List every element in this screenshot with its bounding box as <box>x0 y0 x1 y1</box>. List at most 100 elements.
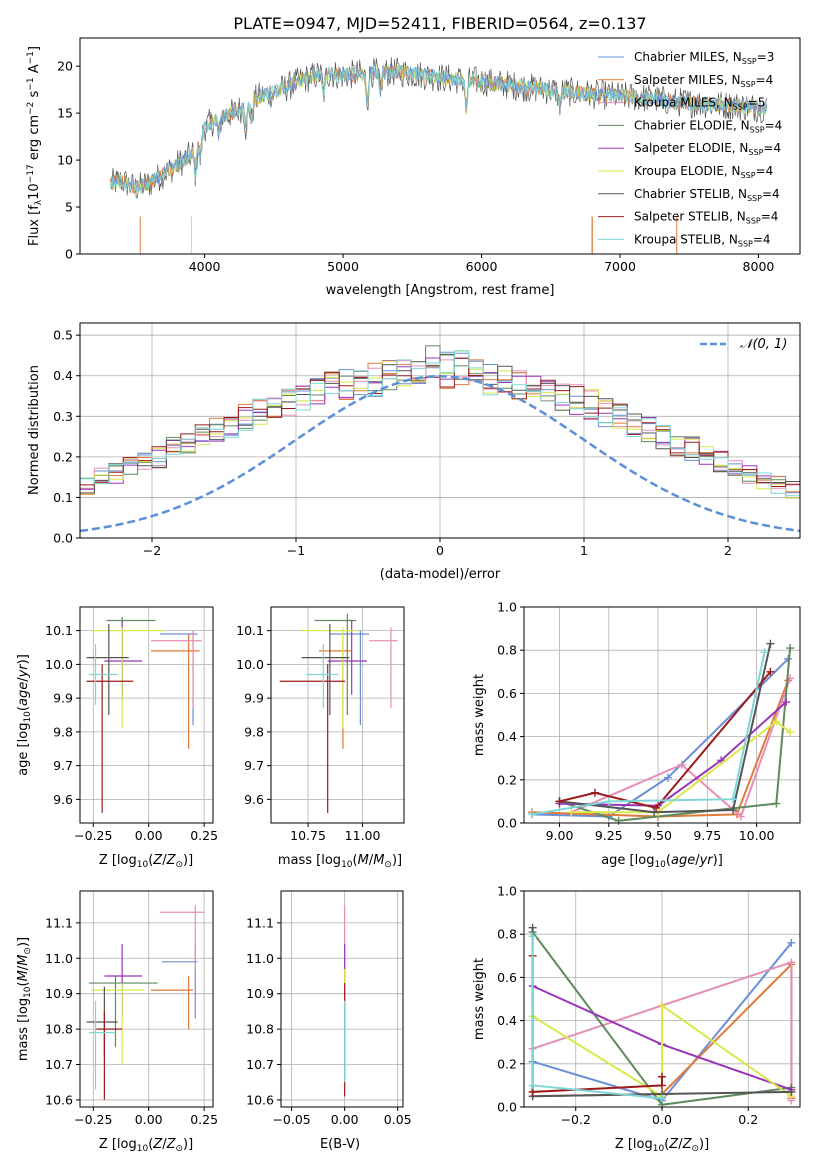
residuals-legend: 𝒩(0, 1) <box>700 337 787 352</box>
x-tick-label: −0.25 <box>74 828 112 843</box>
x-tick-label: 4000 <box>189 259 221 274</box>
mass-vs-ebv-frame <box>280 890 404 1108</box>
x-tick-label: 0.25 <box>190 828 218 843</box>
weight-vs-z-panel: −0.2 0.0 0.2 0.0 0.2 0.4 0.6 0.8 1.0 Z [log10(Z/… <box>472 884 801 1154</box>
y-tick-label: 10.6 <box>246 1092 274 1107</box>
x-tick-label: −2 <box>143 543 161 558</box>
y-tick-label: 15 <box>57 106 73 121</box>
x-tick-label: 0.00 <box>135 828 163 843</box>
weight-line <box>570 677 792 819</box>
weight-marker <box>555 797 564 806</box>
legend-label: Salpeter MILES, NSSP=4 <box>634 73 773 89</box>
residuals-ylabel: Normed distribution <box>27 365 42 495</box>
x-tick-label: 9.25 <box>595 828 623 843</box>
weight-marker <box>590 788 599 797</box>
y-tick-label: 0.5 <box>53 328 73 343</box>
age-vs-z-xlabel: Z [log10(Z/Z⊙)] <box>99 853 193 870</box>
weight-marker <box>528 932 537 941</box>
weight-marker <box>650 808 659 817</box>
y-tick-label: 0.4 <box>497 729 517 744</box>
y-tick-label: 10.9 <box>45 986 73 1001</box>
y-tick-label: 10 <box>57 153 73 168</box>
x-tick-label: 6000 <box>466 259 498 274</box>
x-tick-label: 1 <box>580 543 588 558</box>
residual-histogram <box>79 350 801 499</box>
age-vs-z-frame <box>79 606 214 824</box>
legend-label: Chabrier MILES, NSSP=3 <box>634 50 774 66</box>
x-tick-label: 9.50 <box>644 828 672 843</box>
y-tick-label: 9.8 <box>53 724 73 739</box>
x-tick-label: −1 <box>287 543 305 558</box>
spectrum-line <box>110 63 768 193</box>
weight-vs-age-panel: 9.00 9.25 9.50 9.75 10.000.00.20.40.60.81.0 … <box>472 600 801 870</box>
weight-line <box>559 643 772 814</box>
weight-line <box>571 720 791 814</box>
residuals-panel: −2 −1 0 1 2 0.0 0.1 0.2 0.3 0.4 0.5 (data-model)/e… <box>27 322 801 582</box>
weight-marker <box>772 799 781 808</box>
age-vs-mass-xlabel: mass [log10(M/M⊙)] <box>278 853 402 870</box>
y-tick-label: 10.1 <box>236 623 264 638</box>
y-tick-label: 0.4 <box>53 368 73 383</box>
y-tick-label: 0.6 <box>497 970 517 985</box>
x-tick-label: 11.00 <box>345 828 381 843</box>
legend-label: Salpeter STELIB, NSSP=4 <box>634 210 778 226</box>
legend-label: Kroupa MILES, NSSP=5 <box>634 96 765 112</box>
y-tick-label: 20 <box>57 59 73 74</box>
weight-marker <box>782 698 791 707</box>
y-tick-label: 9.7 <box>53 758 73 773</box>
weight-vs-age-ylabel: mass weight <box>472 674 487 756</box>
weight-line <box>532 960 793 1101</box>
mass-vs-z-xlabel: Z [log10(Z/Z⊙)] <box>99 1137 193 1154</box>
weight-line <box>531 955 663 1093</box>
x-tick-label: 8000 <box>743 259 775 274</box>
weight-marker <box>528 1081 537 1090</box>
weight-line <box>531 680 790 818</box>
weight-vs-z-ylabel: mass weight <box>472 958 487 1040</box>
y-tick-label: 0.8 <box>497 927 517 942</box>
y-tick-label: 0.3 <box>53 409 73 424</box>
weight-marker <box>527 810 536 819</box>
weight-line <box>532 1003 792 1098</box>
y-tick-label: 11.0 <box>246 951 274 966</box>
weight-marker <box>787 938 796 947</box>
y-tick-label: 10.0 <box>236 657 264 672</box>
y-tick-label: 10.1 <box>45 623 73 638</box>
y-tick-label: 9.9 <box>53 691 73 706</box>
weight-marker <box>614 816 623 825</box>
spectrum-legend: Chabrier MILES, NSSP=3 Salpeter MILES, NS… <box>598 50 782 248</box>
y-tick-label: 0.6 <box>497 686 517 701</box>
weight-vs-age-xlabel: age [log10(age/yr)] <box>601 853 723 870</box>
weight-marker <box>652 803 661 812</box>
legend-label: Chabrier ELODIE, NSSP=4 <box>634 118 782 134</box>
age-vs-z-panel: −0.25 0.00 0.25 9.6 9.7 9.8 9.9 10.0 10.1 Z [log… <box>16 606 218 870</box>
weight-line <box>531 652 766 816</box>
x-tick-label: 9.00 <box>546 828 574 843</box>
weight-marker <box>760 648 769 657</box>
x-tick-label: 9.75 <box>693 828 721 843</box>
y-tick-label: 10.7 <box>246 1057 274 1072</box>
y-tick-label: 9.9 <box>244 691 264 706</box>
normal-curve <box>79 374 801 533</box>
legend-label: Chabrier STELIB, NSSP=4 <box>634 187 780 203</box>
y-tick-label: 10.6 <box>45 1092 73 1107</box>
y-tick-label: 0.1 <box>53 490 73 505</box>
weight-marker <box>658 1001 666 1010</box>
y-tick-label: 11.1 <box>246 915 274 930</box>
x-tick-label: 0.00 <box>331 1112 359 1127</box>
y-tick-label: 0.4 <box>497 1013 517 1028</box>
weight-vs-age-frame <box>523 606 801 824</box>
weight-marker <box>528 923 537 932</box>
mass-vs-z-ylabel: mass [log10(M/M⊙)] <box>16 937 33 1061</box>
y-tick-label: 10.9 <box>246 986 274 1001</box>
y-tick-label: 10.7 <box>45 1057 73 1072</box>
legend-label: Kroupa STELIB, NSSP=4 <box>634 232 771 248</box>
weight-vs-z-xlabel: Z [log10(Z/Z⊙)] <box>615 1137 709 1154</box>
weight-line <box>559 701 787 807</box>
mass-vs-ebv-panel: −0.05 0.00 0.05 10.6 10.7 10.8 10.9 11.0 11.1 E(… <box>246 890 412 1152</box>
y-tick-label: 0.0 <box>497 816 517 831</box>
y-tick-label: 11.1 <box>45 915 73 930</box>
y-tick-label: 11.0 <box>45 951 73 966</box>
mass-vs-z-panel: −0.25 0.00 0.25 10.6 10.7 10.8 10.9 11.0 11.1 Z … <box>16 890 218 1154</box>
age-vs-mass-panel: 10.75 11.00 9.6 9.7 9.8 9.9 10.0 10.1 mass [log… <box>236 606 405 870</box>
